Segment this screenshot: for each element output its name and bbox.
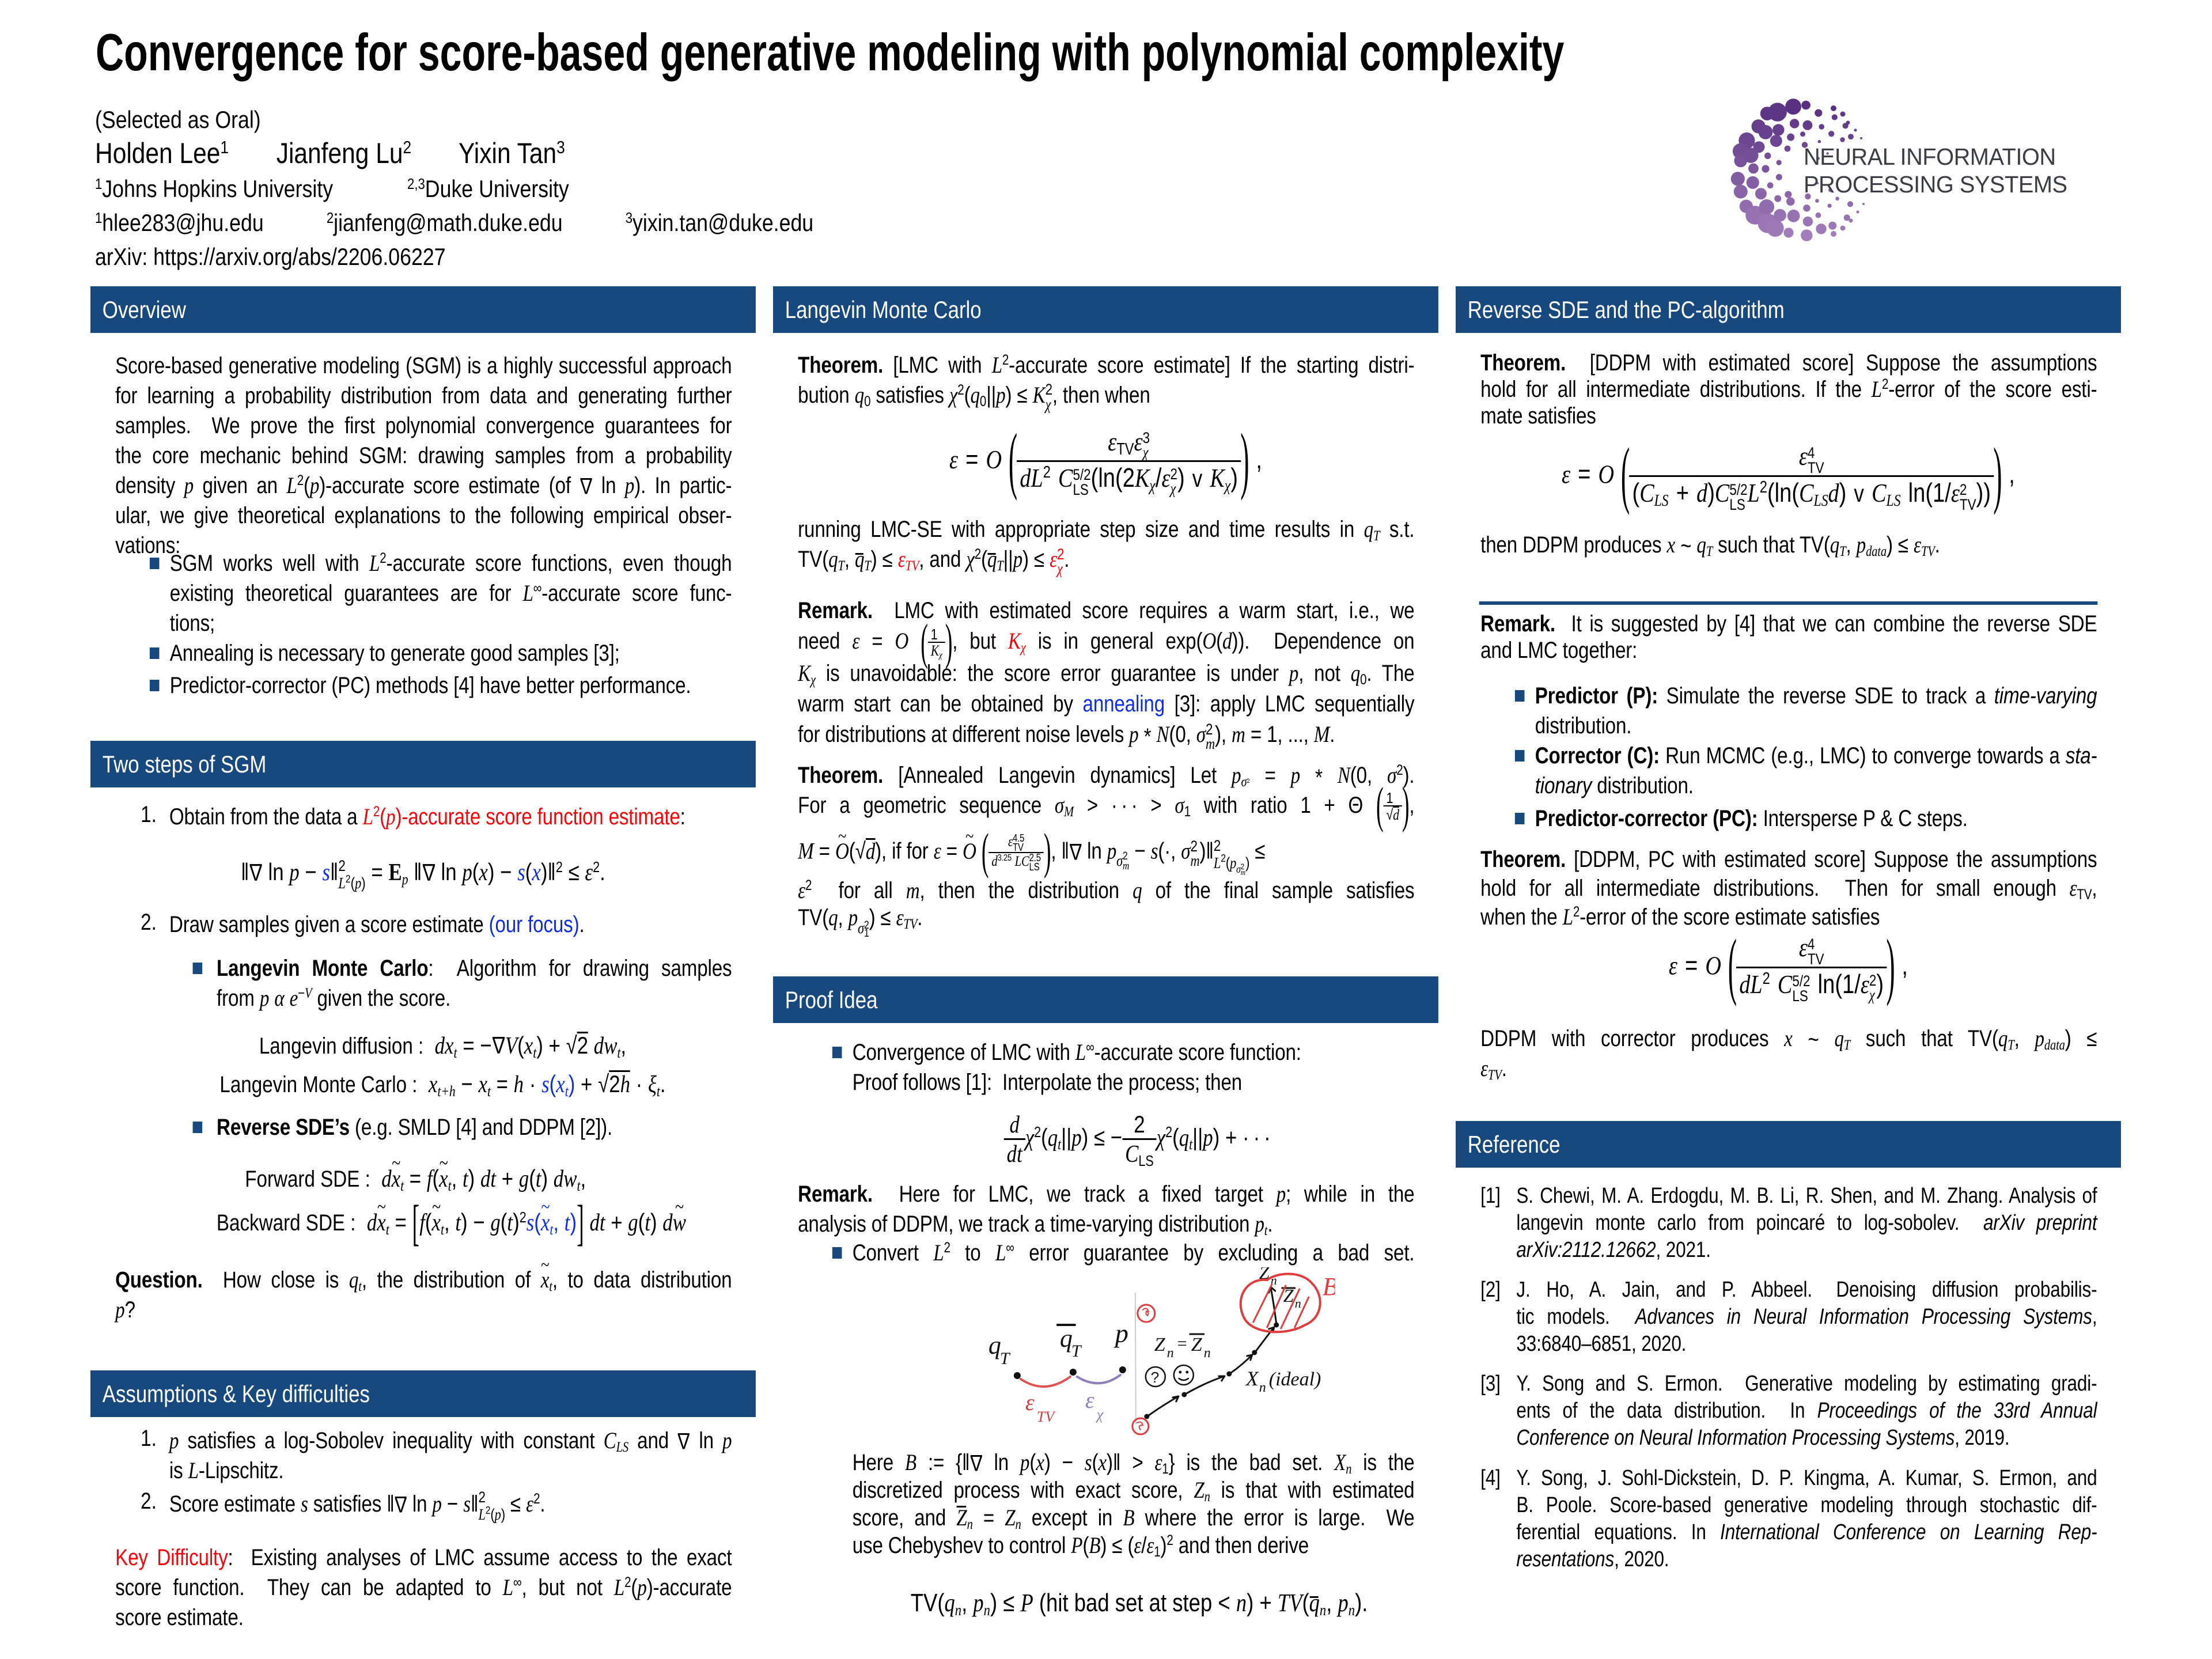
svg-text:n: n [1295, 1296, 1301, 1310]
svg-text:ε: ε [1085, 1387, 1094, 1413]
svg-text:q: q [1060, 1324, 1073, 1353]
svg-text:Z: Z [1259, 1267, 1270, 1283]
svg-text:n: n [1204, 1346, 1211, 1361]
svg-text:Z: Z [1283, 1285, 1294, 1306]
svg-text:T: T [1071, 1342, 1082, 1361]
svg-text:n: n [1259, 1380, 1266, 1395]
svg-text:T: T [1000, 1349, 1011, 1368]
svg-text:X: X [1245, 1367, 1260, 1390]
svg-text:Z: Z [1154, 1334, 1166, 1355]
svg-text:χ: χ [1095, 1406, 1104, 1423]
svg-text:n: n [1167, 1346, 1174, 1361]
svg-text:ε: ε [1025, 1389, 1035, 1415]
svg-text:n: n [1271, 1273, 1277, 1287]
svg-text:Z: Z [1191, 1334, 1203, 1355]
svg-text:(ideal): (ideal) [1269, 1369, 1321, 1390]
svg-text:TV: TV [1037, 1408, 1056, 1425]
svg-text:p: p [1113, 1319, 1128, 1348]
svg-text:?: ? [1151, 1369, 1159, 1386]
svg-text:B: B [1323, 1272, 1335, 1301]
svg-text:q: q [988, 1331, 1001, 1359]
svg-text:=: = [1177, 1334, 1187, 1353]
